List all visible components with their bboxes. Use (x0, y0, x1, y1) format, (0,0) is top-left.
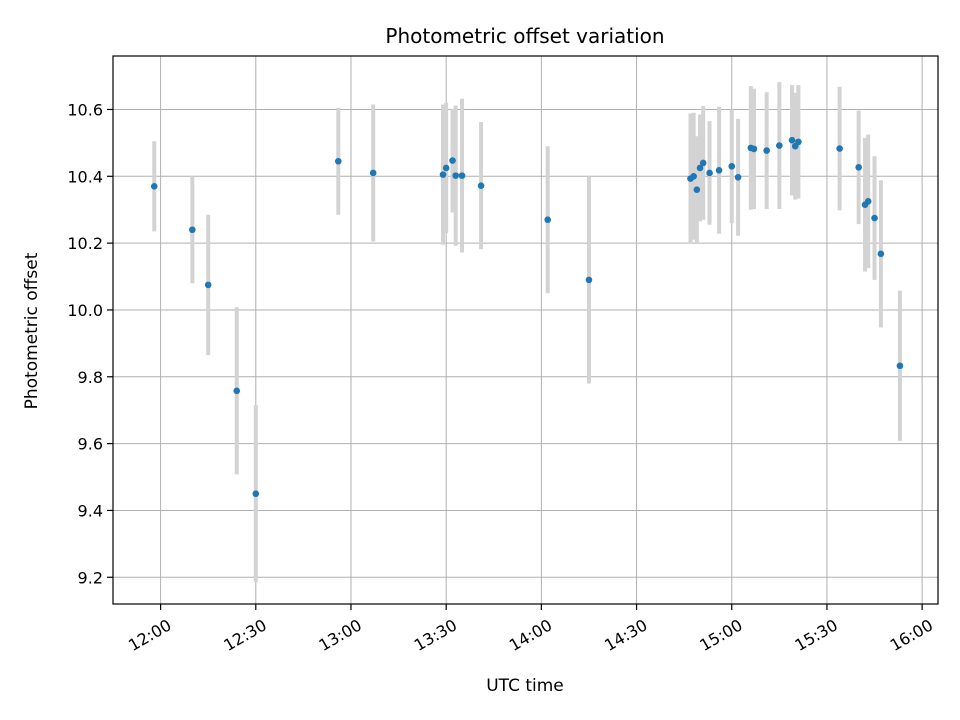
data-point (150, 183, 158, 190)
data-point (734, 173, 742, 181)
data-point (877, 250, 885, 258)
y-axis: 9.2 9.4 9.6 9.8 10.0 10.2 10.4 10.6 (67, 100, 113, 587)
data-point (204, 281, 212, 289)
chart-title: Photometric offset variation (385, 24, 664, 48)
y-tick-label: 9.2 (78, 568, 103, 587)
plot-frame (112, 55, 939, 605)
data-point (233, 387, 241, 395)
data-point (750, 145, 758, 153)
y-tick-label: 10.0 (67, 301, 103, 320)
data-point (706, 169, 713, 177)
data-point (585, 276, 593, 284)
grid (113, 56, 938, 604)
data-point (788, 136, 796, 144)
y-tick-label: 9.4 (78, 501, 103, 520)
data-point (544, 216, 552, 224)
data-point (189, 226, 196, 234)
data-point (699, 159, 707, 167)
data-point (693, 186, 701, 193)
data-point (452, 172, 459, 179)
data-point (442, 164, 450, 172)
y-tick-label: 9.8 (78, 368, 103, 387)
data-point (369, 169, 377, 177)
data-point (776, 142, 783, 149)
data-point (696, 164, 704, 172)
data-point (252, 490, 260, 498)
x-axis-title: UTC time (486, 676, 564, 696)
data-point (715, 166, 723, 174)
data-point (855, 163, 862, 171)
y-axis-title: Photometric offset (22, 252, 42, 409)
y-tick-label: 10.4 (67, 167, 103, 186)
data-point (763, 147, 770, 154)
data-point (449, 157, 456, 164)
data-point (896, 362, 904, 370)
data-point (864, 198, 872, 205)
data-point (728, 162, 736, 170)
data-point (458, 172, 466, 179)
data-point (871, 214, 878, 222)
data-points (150, 136, 904, 498)
y-tick-label: 10.6 (67, 100, 103, 119)
data-point (690, 172, 697, 180)
data-point (439, 171, 447, 178)
y-tick-label: 9.6 (78, 435, 103, 454)
data-point (334, 157, 342, 165)
data-point (477, 182, 485, 189)
data-point (836, 145, 843, 152)
data-point (795, 138, 802, 146)
y-tick-label: 10.2 (67, 234, 103, 253)
